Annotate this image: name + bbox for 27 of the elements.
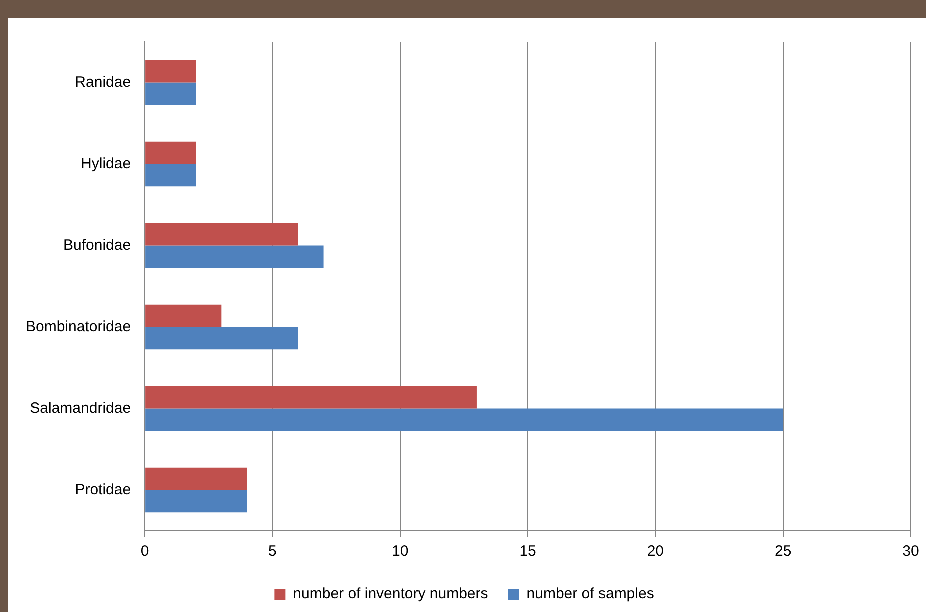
bar (146, 468, 248, 490)
bar (146, 60, 196, 83)
x-tick-label: 10 (392, 543, 409, 560)
x-tick-label: 0 (140, 543, 150, 560)
bar (146, 386, 477, 409)
legend-label: number of inventory numbers (293, 586, 488, 603)
y-tick-label: Ranidae (75, 74, 132, 91)
y-tick-label: Hylidae (81, 155, 132, 172)
bar (146, 164, 196, 187)
bar (146, 304, 222, 328)
bar (146, 408, 784, 432)
legend-label: number of samples (526, 586, 654, 603)
bar (146, 82, 196, 106)
x-tick-label: 25 (775, 543, 792, 560)
y-tick-label: Bufonidae (64, 236, 132, 254)
bar (146, 223, 298, 246)
y-tick-label: Protidae (75, 481, 132, 498)
y-tick-label: Salamandridae (30, 400, 132, 417)
bar (146, 142, 196, 164)
x-tick-label: 20 (647, 543, 664, 560)
bar (146, 246, 324, 268)
x-tick-label: 5 (268, 543, 277, 560)
bar (146, 327, 298, 350)
y-tick-label: Bombinatoridae (26, 318, 132, 336)
bar (146, 490, 248, 513)
x-tick-label: 15 (520, 543, 536, 560)
x-tick-label: 30 (902, 543, 920, 560)
